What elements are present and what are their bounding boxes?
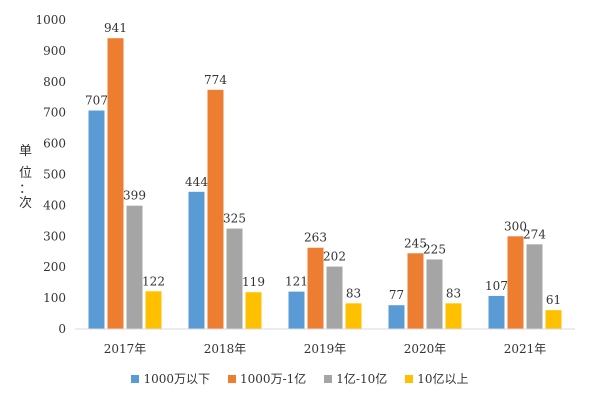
data-label: 107: [485, 279, 508, 293]
data-label: 83: [446, 286, 461, 300]
legend-swatch: [405, 374, 414, 383]
y-axis: 0 100 200 300 400 500 600 700 800 900 1000: [35, 13, 66, 336]
data-label: 325: [223, 212, 246, 226]
data-label: 274: [523, 227, 546, 241]
legend-item: 10亿以上: [405, 370, 469, 387]
bar: [545, 310, 562, 329]
bar: [245, 292, 262, 329]
bar: [88, 110, 105, 329]
legend-item: 1000万-1亿: [228, 370, 306, 387]
bar: [307, 247, 324, 329]
bars: 707 941 399 122 444 774 325 119 121 263 202 83 77 245…: [85, 21, 562, 330]
y-tick-label: 300: [43, 229, 66, 243]
legend-label: 1000万以下: [143, 372, 211, 386]
legend-label: 1000万-1亿: [240, 372, 307, 386]
data-label: 444: [185, 175, 208, 189]
y-axis-label-char: ：: [19, 182, 33, 197]
legend-swatch: [324, 374, 333, 383]
y-tick-label: 700: [43, 106, 66, 120]
bar: [488, 295, 505, 329]
y-tick-label: 0: [58, 322, 66, 336]
y-axis-label-char: 次: [19, 196, 33, 211]
data-label: 121: [285, 275, 308, 289]
y-tick-label: 100: [43, 291, 66, 305]
bar: [345, 303, 362, 329]
data-label: 122: [142, 274, 165, 288]
data-label: 83: [346, 286, 361, 300]
bar: [126, 205, 143, 329]
data-label: 774: [204, 73, 227, 87]
data-label: 707: [85, 94, 108, 108]
data-label: 245: [404, 236, 427, 250]
bar: [426, 259, 443, 329]
bar: [445, 303, 462, 329]
legend-swatch: [228, 374, 237, 383]
y-tick-label: 1000: [35, 13, 66, 27]
bar: [107, 38, 124, 330]
bar: [526, 244, 543, 329]
bar: [145, 291, 162, 329]
legend-item: 1000万以下: [131, 370, 210, 387]
y-axis-label-char: 单: [19, 144, 33, 159]
data-label: 202: [323, 250, 346, 264]
x-tick-label: 2017年: [104, 342, 147, 356]
legend-label: 1亿-10亿: [336, 372, 388, 386]
x-tick-label: 2018年: [204, 342, 247, 356]
data-label: 941: [104, 21, 127, 35]
bar: [407, 253, 424, 329]
data-label: 263: [304, 231, 327, 245]
y-tick-label: 900: [43, 44, 66, 58]
bar: [188, 191, 205, 329]
x-tick-label: 2019年: [304, 342, 347, 356]
legend-swatch: [131, 374, 140, 383]
x-axis: 2017年 2018年 2019年 2020年 2021年: [75, 328, 575, 356]
y-tick-label: 400: [43, 198, 66, 212]
legend: 1000万以下 1000万-1亿 1亿-10亿 10亿以上: [0, 370, 600, 387]
x-tick-label: 2020年: [404, 342, 447, 356]
data-label: 119: [242, 275, 265, 289]
bar: [388, 305, 405, 329]
legend-label: 10亿以上: [417, 372, 469, 386]
data-label: 61: [546, 293, 561, 307]
y-tick-label: 800: [43, 75, 66, 89]
bar: [326, 266, 343, 329]
data-label: 225: [423, 242, 446, 256]
bar: [507, 236, 524, 329]
bar: [226, 228, 243, 329]
y-tick-label: 600: [43, 137, 66, 151]
data-label: 399: [123, 189, 146, 203]
data-label: 300: [504, 219, 527, 233]
bar: [207, 89, 224, 329]
y-axis-label-char: 位: [19, 166, 33, 181]
bar: [288, 291, 305, 329]
y-tick-label: 200: [43, 260, 66, 274]
x-tick-label: 2021年: [504, 342, 547, 356]
data-label: 77: [389, 288, 404, 302]
legend-item: 1亿-10亿: [324, 370, 387, 387]
y-tick-label: 500: [43, 168, 66, 182]
